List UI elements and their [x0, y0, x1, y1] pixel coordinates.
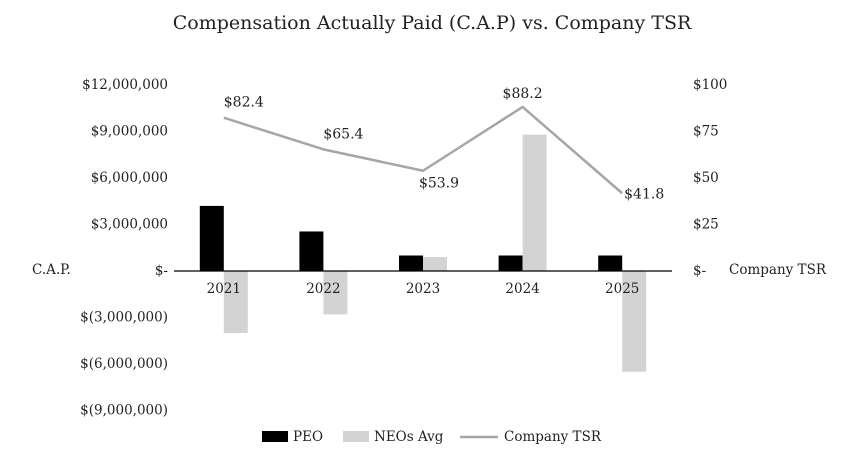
- bar-neos-avg-2021: [223, 271, 248, 333]
- y-tick-label: $6,000,000: [91, 170, 168, 186]
- y-tick-label: $(6,000,000): [80, 356, 168, 372]
- bar-peo-2021: [199, 205, 224, 271]
- y-tick-label: $12,000,000: [82, 77, 168, 93]
- legend: PEO NEOs Avg Company TSR: [262, 429, 602, 445]
- y2-tick-label: $75: [693, 124, 719, 140]
- x-tick-label: 2022: [306, 281, 340, 297]
- bar-neos-avg-2023: [423, 257, 447, 271]
- legend-label-company-tsr: Company TSR: [504, 429, 602, 445]
- legend-swatch-peo: [262, 431, 288, 442]
- plot-area: 2021 2022 2023 2024 2025 $12,000,000 $9,000,00…: [80, 77, 727, 419]
- tsr-data-label-2022: $65.4: [323, 126, 363, 142]
- y2-axis-label: Company TSR: [729, 262, 827, 278]
- y2-tick-label: $50: [693, 170, 719, 186]
- bar-peo-2024: [498, 255, 523, 271]
- tsr-data-label-2023: $53.9: [419, 176, 459, 192]
- y-tick-label: $-: [155, 263, 168, 279]
- x-tick-label: 2021: [207, 281, 241, 297]
- y-tick-label: $(3,000,000): [80, 310, 168, 326]
- bar-neos-avg-2025: [622, 271, 647, 372]
- legend-swatch-neos-avg: [343, 431, 369, 442]
- x-tick-label: 2023: [406, 281, 440, 297]
- legend-label-peo: PEO: [293, 429, 323, 445]
- legend-label-neos-avg: NEOs Avg: [374, 429, 444, 445]
- y2-tick-label: $25: [693, 217, 719, 233]
- y2-tick-label: $100: [693, 77, 727, 93]
- tsr-data-label-2024: $88.2: [503, 86, 543, 102]
- bar-neos-avg-2022: [323, 271, 348, 315]
- chart-title: Compensation Actually Paid (C.A.P) vs. C…: [173, 12, 692, 34]
- tsr-line: [223, 105, 624, 195]
- bar-peo-2022: [299, 231, 324, 271]
- y-tick-label: $3,000,000: [91, 217, 168, 233]
- x-tick-label: 2025: [605, 281, 639, 297]
- tsr-data-label-2025: $41.8: [624, 186, 664, 202]
- bar-neos-avg-2024: [522, 134, 547, 271]
- x-tick-label: 2024: [505, 281, 539, 297]
- tsr-data-label-2021: $82.4: [224, 95, 264, 111]
- y-tick-label: $(9,000,000): [80, 403, 168, 419]
- bar-peo-2023: [399, 255, 423, 271]
- y-axis-label: C.A.P.: [32, 262, 71, 278]
- bar-peo-2025: [598, 255, 623, 271]
- y2-tick-label: $-: [693, 263, 706, 279]
- y-tick-label: $9,000,000: [91, 124, 168, 140]
